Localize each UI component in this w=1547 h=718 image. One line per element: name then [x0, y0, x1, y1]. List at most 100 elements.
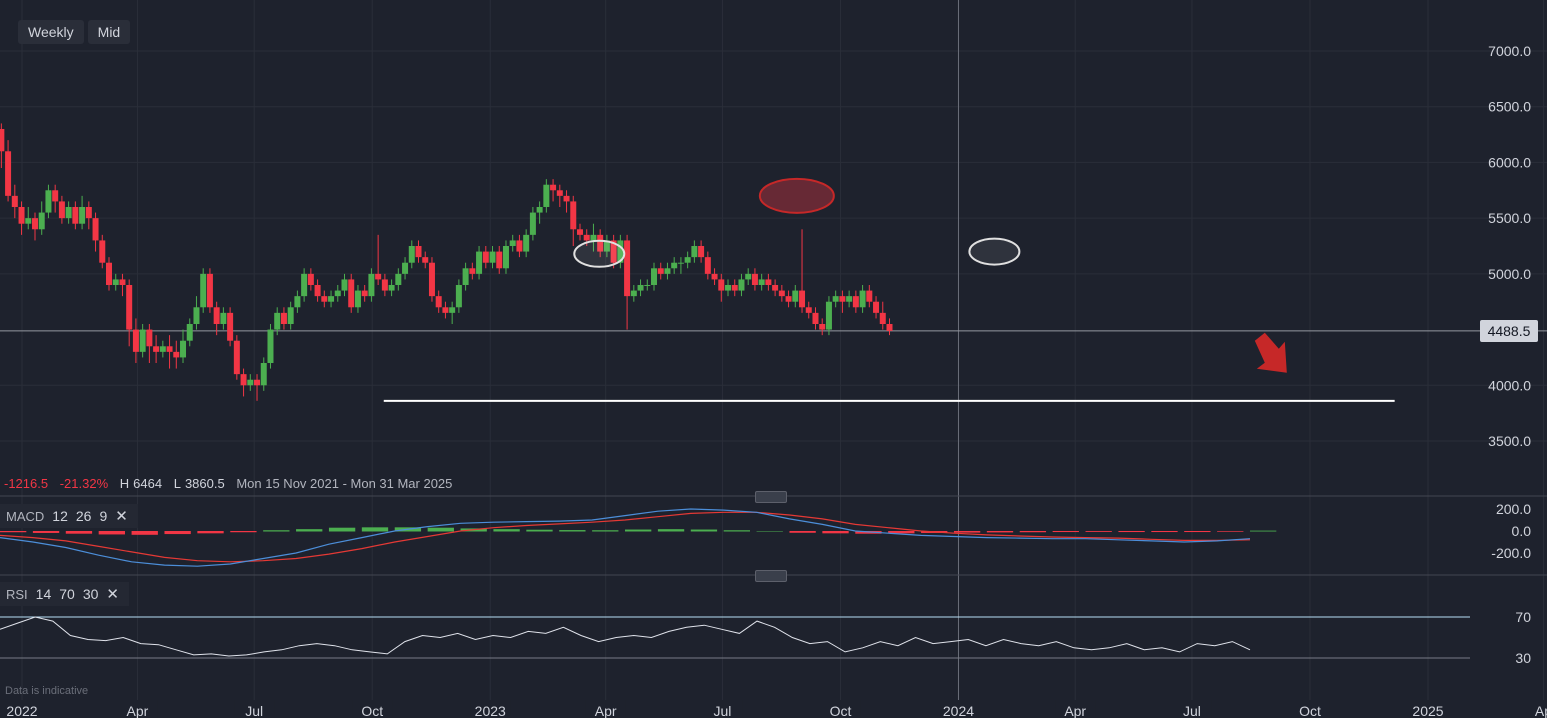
candle [698, 246, 705, 258]
time-tick-label: 2025 [1412, 703, 1443, 718]
candle [805, 307, 812, 313]
candle [139, 329, 146, 352]
candle [523, 234, 530, 252]
candle [159, 346, 166, 352]
candle [307, 273, 314, 285]
price-tick-label: 4000.0 [1488, 377, 1531, 393]
candle [583, 234, 590, 241]
macd-histogram-bar [98, 531, 125, 535]
macd-signal-line [0, 511, 1251, 563]
candle [630, 290, 637, 297]
time-tick-bg [1055, 700, 1096, 718]
candle [395, 273, 402, 285]
macd-histogram-bar [230, 531, 257, 533]
candle [341, 279, 348, 291]
candle [543, 184, 550, 207]
rsi-length: 14 [35, 586, 52, 602]
candle [328, 296, 335, 302]
macd-tick-label: -200.0 [1491, 545, 1531, 561]
candle [664, 268, 671, 274]
candle [859, 290, 866, 308]
candle [193, 307, 200, 324]
macd-histogram-bar [625, 529, 652, 532]
rsi-lower: 30 [82, 586, 99, 602]
high-value: 6464 [133, 476, 163, 491]
time-tick-label: Oct [830, 703, 852, 718]
macd-histogram-bar [328, 527, 356, 532]
candle [778, 290, 785, 297]
macd-histogram-bar [1085, 531, 1112, 532]
time-tick-label: Ap [1535, 703, 1547, 718]
macd-histogram-bar [197, 531, 224, 534]
interval-button[interactable]: Weekly [18, 20, 84, 44]
price-tick-label: 7000.0 [1488, 43, 1531, 59]
candle [260, 363, 267, 386]
drag-handle-icon[interactable] [755, 570, 787, 582]
candle [408, 246, 415, 263]
candle [711, 273, 718, 280]
macd-histogram-bar [1184, 531, 1211, 533]
time-tick-bg [470, 700, 511, 718]
candle [745, 273, 752, 280]
chart-toolbar: Weekly Mid [18, 20, 131, 44]
macd-legend[interactable]: MACD 12 26 9 ✕ [0, 504, 138, 528]
rsi-pane [0, 616, 1470, 659]
close-icon[interactable]: ✕ [115, 508, 128, 525]
rsi-legend[interactable]: RSI 14 70 30 ✕ [0, 582, 129, 606]
candle [570, 201, 577, 230]
macd-tick-label: 0.0 [1512, 523, 1532, 539]
candle [489, 251, 496, 263]
candle [106, 262, 113, 285]
rsi-line [0, 616, 1251, 657]
drag-handle-icon[interactable] [755, 491, 787, 503]
macd-histogram-bar [657, 529, 685, 532]
candle [576, 229, 583, 235]
macd-histogram-bar [888, 531, 915, 534]
candle [361, 290, 368, 297]
candle [529, 212, 536, 235]
candle [132, 329, 139, 352]
candle [186, 324, 193, 341]
candle [772, 285, 779, 291]
candle [455, 285, 462, 308]
candle [92, 218, 99, 241]
candle [334, 290, 341, 297]
price-axis: 7000.0 6500.0 6000.0 5500.0 5000.0 4000.0 3500… [1488, 43, 1531, 666]
chart-stats: -1216.5 -21.32% H 6464 L 3860.5 Mon 15 Nov… [4, 476, 460, 491]
candle [502, 246, 509, 269]
price-tick-label: 5500.0 [1488, 210, 1531, 226]
candle [812, 312, 819, 324]
time-tick-label: Apr [595, 703, 617, 718]
candle [65, 207, 72, 219]
price-change: -1216.5 [4, 476, 49, 491]
macd-histogram-bar [723, 530, 750, 532]
time-tick-label: Jul [713, 703, 731, 718]
macd-fast: 12 [52, 508, 68, 524]
macd-histogram-bar [1217, 531, 1244, 532]
candle [348, 279, 355, 308]
time-tick-bg [1171, 700, 1212, 718]
candle [213, 307, 220, 324]
candle [819, 324, 826, 330]
price-change-percent: -21.32% [59, 476, 109, 491]
time-tick-bg [2, 700, 42, 718]
candle [839, 296, 846, 302]
rsi-tick-label: 30 [1515, 650, 1531, 666]
candle [469, 268, 476, 274]
candle [684, 257, 691, 263]
candle [866, 290, 873, 302]
time-tick-label: Jul [1183, 703, 1201, 718]
candle [280, 312, 287, 324]
candle [482, 251, 489, 263]
candle [247, 379, 254, 386]
candle [435, 296, 442, 308]
time-tick-bg [1523, 700, 1547, 718]
close-icon[interactable]: ✕ [106, 586, 119, 603]
price-source-button[interactable]: Mid [87, 20, 131, 44]
macd-histogram-bar [263, 530, 290, 532]
macd-histogram-bar [789, 531, 816, 533]
candle [610, 240, 617, 263]
candle [637, 285, 644, 291]
macd-signal: 9 [99, 508, 108, 524]
